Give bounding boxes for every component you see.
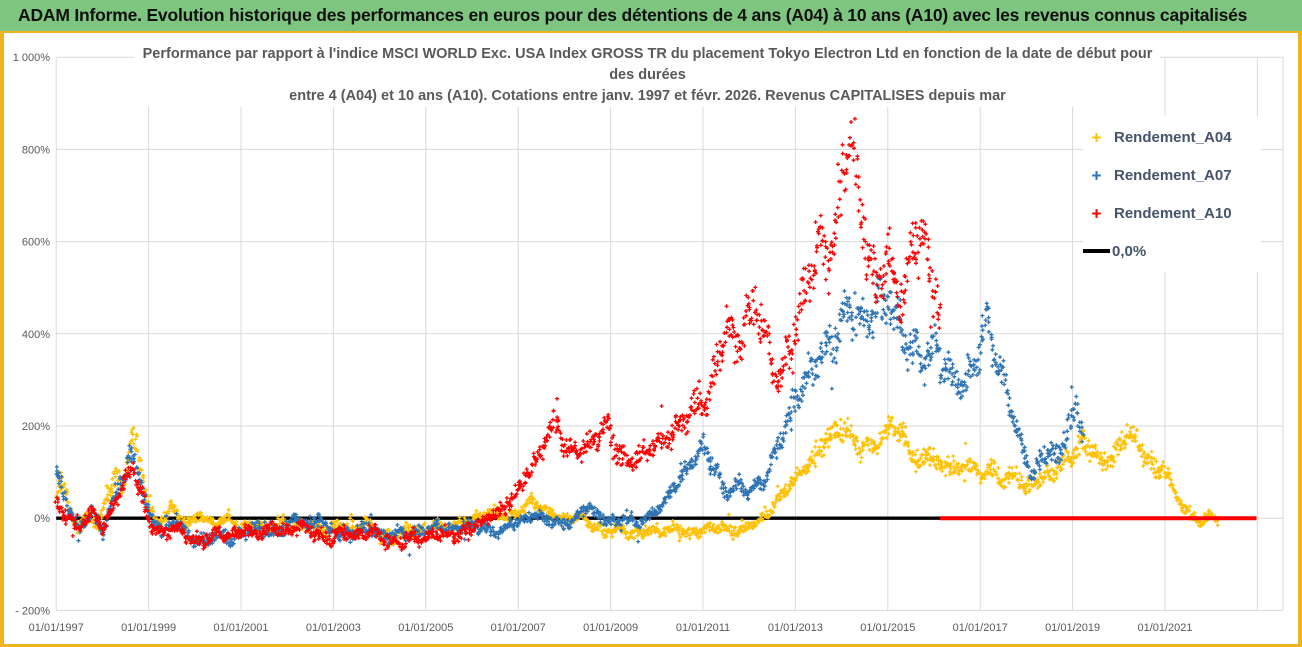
y-axis-tick: 800% xyxy=(22,144,50,156)
x-axis-tick: 01/01/2019 xyxy=(1045,622,1100,634)
chart-title-line1: Performance par rapport à l'indice MSCI … xyxy=(142,46,1153,62)
plus-marker-icon xyxy=(1092,208,1101,218)
legend-label: Rendement_A07 xyxy=(1114,166,1232,184)
x-axis-tick: 01/01/2017 xyxy=(953,622,1008,634)
legend-label: Rendement_A10 xyxy=(1114,204,1232,222)
plus-marker-icon xyxy=(1092,170,1101,180)
chart-title-line3: entre 4 (A04) et 10 ans (A10). Cotations… xyxy=(289,88,1006,104)
x-axis-tick: 01/01/2021 xyxy=(1137,622,1192,634)
plus-marker-icon xyxy=(1092,132,1101,142)
legend-label: 0,0% xyxy=(1112,242,1147,260)
legend-label: Rendement_A04 xyxy=(1114,128,1232,146)
legend-item-zero-line[interactable]: 0,0% xyxy=(1083,232,1261,270)
header-banner: ADAM Informe. Evolution historique des p… xyxy=(0,0,1302,31)
y-axis-tick: 600% xyxy=(22,237,50,249)
chart-legend: Rendement_A04 Rendement_A07 Rendement_A1… xyxy=(1083,116,1261,272)
header-title: ADAM Informe. Evolution historique des p… xyxy=(18,5,1248,25)
y-axis-tick: 200% xyxy=(22,421,50,433)
y-axis-tick: 1 000% xyxy=(13,52,51,64)
y-axis-tick: 400% xyxy=(22,329,50,341)
x-axis-tick: 01/01/1997 xyxy=(29,622,84,634)
chart-title-line2: des durées xyxy=(609,67,686,83)
x-axis-tick: 01/01/2001 xyxy=(213,622,268,634)
x-axis-tick: 01/01/2009 xyxy=(583,622,638,634)
x-axis-tick: 01/01/2013 xyxy=(768,622,823,634)
series-Rendement_A10[interactable] xyxy=(53,92,943,552)
x-axis-tick: 01/01/2005 xyxy=(398,622,453,634)
y-axis-tick: - 200% xyxy=(15,605,50,617)
legend-item-rendement-a04[interactable]: Rendement_A04 xyxy=(1083,118,1261,156)
series-Rendement_A07[interactable] xyxy=(54,273,1086,557)
legend-item-rendement-a07[interactable]: Rendement_A07 xyxy=(1083,156,1261,194)
x-axis-tick: 01/01/2011 xyxy=(676,622,730,634)
x-axis-tick: 01/01/1999 xyxy=(121,622,176,634)
chart-title: Performance par rapport à l'indice MSCI … xyxy=(135,44,1160,107)
x-axis-tick: 01/01/2015 xyxy=(860,622,915,634)
y-axis-tick: 0% xyxy=(34,513,50,525)
legend-item-rendement-a10[interactable]: Rendement_A10 xyxy=(1083,194,1261,232)
zero-line-swatch-icon xyxy=(1083,249,1110,253)
x-axis-tick: 01/01/2003 xyxy=(306,622,361,634)
x-axis-tick: 01/01/2007 xyxy=(491,622,546,634)
